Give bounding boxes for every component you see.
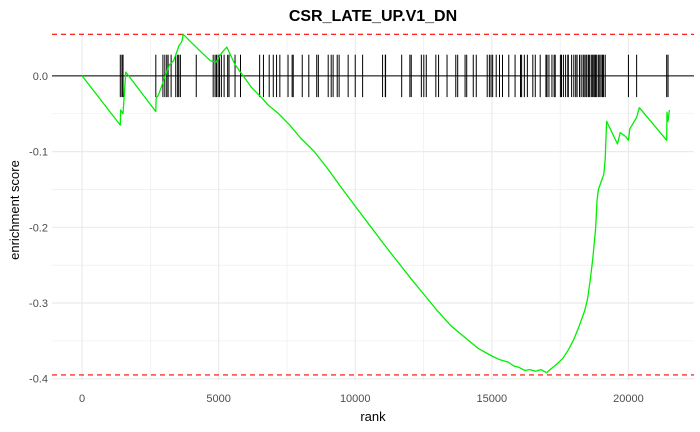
y-tick-label: -0.2: [29, 222, 48, 234]
x-tick-label: 15000: [477, 393, 508, 405]
chart-title: CSR_LATE_UP.V1_DN: [289, 8, 457, 25]
x-axis-label: rank: [360, 409, 386, 424]
y-tick-label: 0.0: [33, 71, 48, 83]
x-tick-label: 10000: [340, 393, 371, 405]
y-tick-label: -0.1: [29, 147, 48, 159]
y-axis-label: enrichment score: [7, 160, 22, 260]
y-axis-ticks: 0.0 -0.1 -0.2 -0.3 -0.4: [29, 71, 48, 386]
running-score-line: [81, 33, 671, 374]
x-tick-label: 0: [79, 393, 85, 405]
running-score-layer: [81, 33, 671, 374]
grid-lines: [52, 32, 694, 381]
x-tick-label: 5000: [206, 393, 230, 405]
x-axis-ticks: 0 5000 10000 15000 20000: [79, 393, 644, 405]
y-tick-label: -0.4: [29, 374, 48, 386]
x-tick-label: 20000: [613, 393, 644, 405]
reference-lines: [52, 33, 694, 376]
y-tick-label: -0.3: [29, 298, 48, 310]
